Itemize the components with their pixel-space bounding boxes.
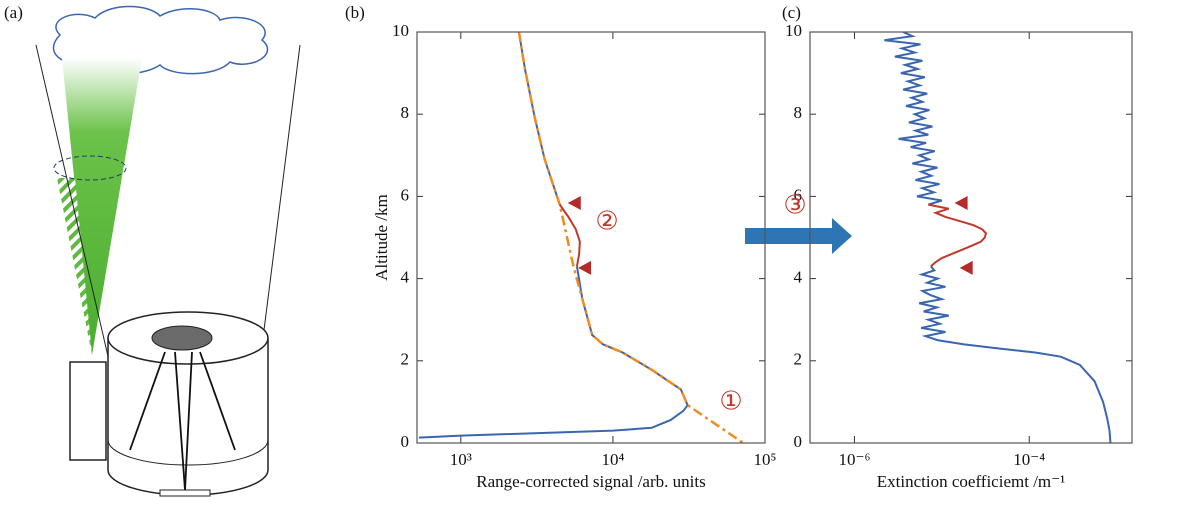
- y-tick-label: 0: [401, 432, 410, 451]
- fov-line: [262, 44, 301, 339]
- data-line: [928, 203, 988, 268]
- x-tick-label: 10⁻⁴: [1013, 450, 1045, 469]
- x-tick-label: 10⁵: [754, 450, 777, 469]
- annotation: ③: [783, 191, 806, 221]
- y-tick-label: 10: [785, 21, 802, 40]
- x-axis-label: Range-corrected signal /arb. units: [476, 472, 705, 491]
- y-tick-label: 0: [794, 432, 803, 451]
- process-arrow: [745, 218, 852, 254]
- x-axis-label: Extinction coefficiemt /m⁻¹: [877, 472, 1065, 491]
- panel-label: (a): [4, 3, 23, 22]
- beam-section: [53, 155, 127, 181]
- layer-marker: [578, 260, 592, 275]
- y-tick-label: 8: [401, 103, 410, 122]
- x-tick-label: 10⁴: [601, 450, 624, 469]
- primary-mirror: [107, 439, 269, 466]
- plot-frame: [416, 31, 766, 444]
- y-axis-label: Altitude /km: [372, 194, 391, 280]
- y-tick-label: 8: [794, 103, 803, 122]
- x-tick-label: 10³: [450, 450, 472, 469]
- y-tick-label: 4: [401, 268, 410, 287]
- y-tick-label: 6: [401, 185, 410, 204]
- y-tick-label: 4: [794, 268, 803, 287]
- panel-label: (c): [782, 3, 801, 22]
- layer-marker: [959, 260, 973, 275]
- data-line: [558, 204, 581, 267]
- fov-line: [35, 44, 111, 366]
- data-line: [418, 32, 689, 439]
- y-tick-label: 6: [794, 185, 803, 204]
- detector: [159, 489, 211, 497]
- panel-label: (b): [345, 3, 365, 22]
- x-tick-label: 10⁻⁶: [838, 450, 870, 469]
- annotation: ①: [719, 387, 742, 417]
- receiver-field: [57, 178, 92, 355]
- data-line: [517, 32, 745, 443]
- laser-box: [69, 361, 107, 461]
- layer-marker: [954, 195, 968, 210]
- layer-marker: [567, 195, 581, 210]
- y-tick-label: 2: [794, 350, 803, 369]
- y-tick-label: 10: [392, 21, 409, 40]
- y-tick-label: 2: [401, 350, 410, 369]
- data-line: [884, 32, 1112, 443]
- secondary-mirror: [151, 325, 213, 351]
- laser-beam: [62, 58, 142, 355]
- lidar-diagram: (a): [4, 3, 301, 497]
- plot-frame: [809, 31, 1133, 444]
- annotation: ②: [595, 207, 618, 237]
- rays: [129, 351, 236, 491]
